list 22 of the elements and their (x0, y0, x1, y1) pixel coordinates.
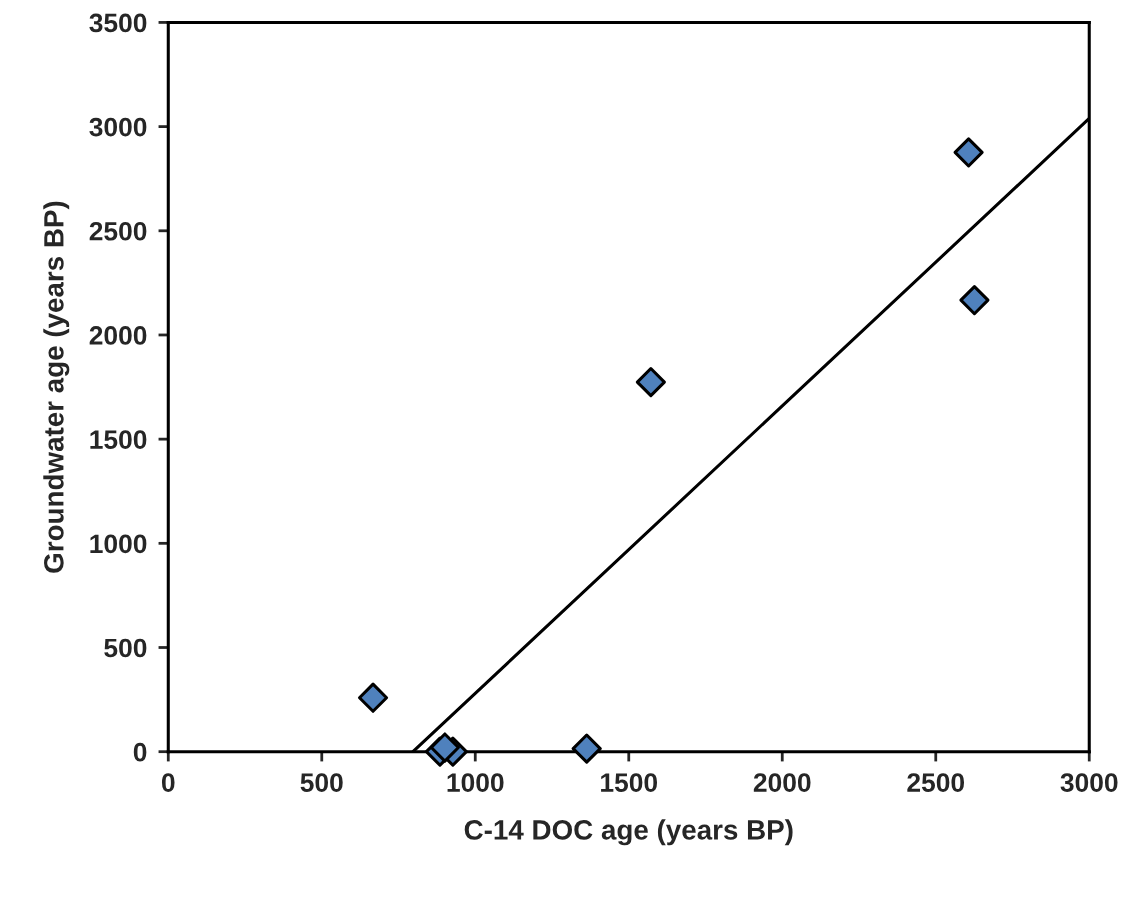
x-tick-label: 0 (161, 773, 175, 792)
y-tick-label: 3500 (89, 13, 147, 33)
point (953, 137, 984, 168)
point (635, 366, 666, 398)
point (959, 285, 990, 316)
y-tick-label: 500 (104, 638, 147, 658)
x-axis-title: C-14 DOC age (years BP) (464, 819, 793, 846)
y-tick-label: 1000 (90, 534, 147, 554)
x-tick-label: 500 (300, 773, 343, 792)
x-tick-label: 3000 (1060, 773, 1118, 792)
y-tick-label: 3000 (89, 117, 147, 137)
y-tick-label: 1500 (90, 430, 147, 449)
x-tick-label: 2000 (753, 773, 811, 792)
y-tick-label: 0 (133, 742, 147, 762)
y-tick-label: 2000 (89, 326, 147, 345)
y-axis-title: Groundwater age (years BP) (43, 201, 70, 573)
point (357, 682, 389, 713)
point (571, 733, 602, 764)
x-tick-label: 1000 (447, 773, 504, 792)
y-tick-label: 2500 (89, 221, 147, 241)
x-tick-label: 2500 (907, 773, 965, 792)
x-tick-label: 1500 (601, 773, 658, 792)
